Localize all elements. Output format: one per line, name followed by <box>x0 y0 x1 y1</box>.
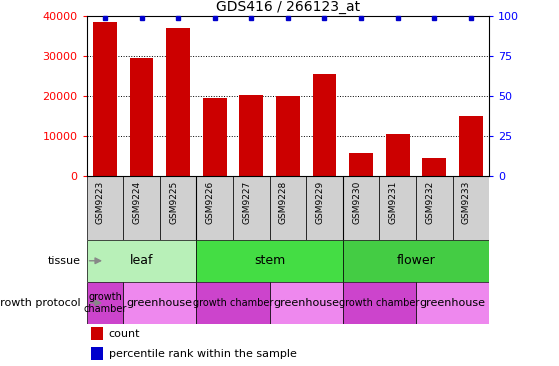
Text: greenhouse: greenhouse <box>127 298 193 308</box>
Text: count: count <box>109 329 140 339</box>
Text: GSM9223: GSM9223 <box>96 181 105 224</box>
Text: leaf: leaf <box>130 254 153 267</box>
Text: GSM9226: GSM9226 <box>206 181 215 224</box>
Bar <box>166 29 190 176</box>
Bar <box>306 176 343 240</box>
Text: flower: flower <box>396 254 435 267</box>
Bar <box>87 176 123 240</box>
Bar <box>343 282 416 324</box>
Bar <box>276 96 300 176</box>
Bar <box>269 282 343 324</box>
Bar <box>87 240 196 282</box>
Text: GSM9225: GSM9225 <box>169 181 178 224</box>
Text: greenhouse: greenhouse <box>273 298 339 308</box>
Bar <box>91 347 103 361</box>
Bar <box>343 176 380 240</box>
Bar <box>416 176 453 240</box>
Bar <box>233 176 269 240</box>
Bar <box>459 116 483 176</box>
Bar <box>123 176 160 240</box>
Text: GSM9228: GSM9228 <box>279 181 288 224</box>
Bar <box>349 153 373 176</box>
Text: GSM9229: GSM9229 <box>315 181 324 224</box>
Text: GSM9231: GSM9231 <box>389 181 397 224</box>
Bar <box>416 282 489 324</box>
Bar <box>239 95 263 176</box>
Text: GSM9224: GSM9224 <box>132 181 141 224</box>
Bar <box>87 282 123 324</box>
Text: GSM9233: GSM9233 <box>462 181 471 224</box>
Bar <box>196 282 269 324</box>
Title: GDS416 / 266123_at: GDS416 / 266123_at <box>216 0 360 14</box>
Bar <box>269 176 306 240</box>
Text: percentile rank within the sample: percentile rank within the sample <box>109 349 297 359</box>
Text: growth chamber: growth chamber <box>339 298 420 308</box>
Bar <box>93 22 117 176</box>
Text: tissue: tissue <box>48 256 81 266</box>
Bar <box>343 240 489 282</box>
Bar <box>123 282 196 324</box>
Text: growth chamber: growth chamber <box>193 298 273 308</box>
Bar <box>196 240 343 282</box>
Bar <box>453 176 489 240</box>
Bar <box>423 158 446 176</box>
Text: GSM9232: GSM9232 <box>425 181 434 224</box>
Bar <box>380 176 416 240</box>
Text: growth
chamber: growth chamber <box>83 292 127 314</box>
Text: stem: stem <box>254 254 285 267</box>
Bar <box>160 176 196 240</box>
Bar <box>130 58 153 176</box>
Text: GSM9227: GSM9227 <box>242 181 252 224</box>
Text: growth protocol: growth protocol <box>0 298 81 308</box>
Text: GSM9230: GSM9230 <box>352 181 361 224</box>
Bar <box>312 74 337 176</box>
Text: greenhouse: greenhouse <box>420 298 486 308</box>
Bar <box>386 134 410 176</box>
Bar <box>203 98 226 176</box>
Bar <box>91 326 103 340</box>
Bar <box>196 176 233 240</box>
